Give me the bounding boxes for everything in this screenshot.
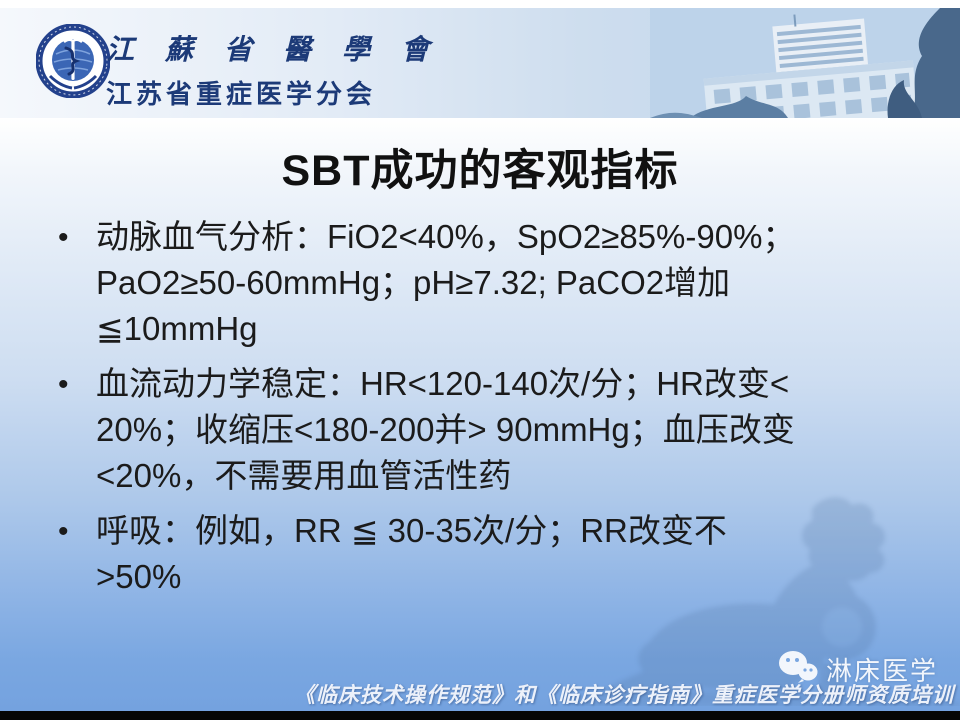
footer-caption: 《临床技术操作规范》和《临床诊疗指南》重症医学分册师资质培训 <box>294 683 954 707</box>
bullet-text-line: ≦10mmHg <box>96 310 258 347</box>
bullet-text-line: 20%；收缩压<180-200并> 90mmHg；血压改变 <box>96 411 795 448</box>
bullet-text-line: 呼吸：例如，RR ≦ 30-35次/分；RR改变不 <box>96 512 727 549</box>
bottom-black-bar <box>0 711 960 720</box>
bullet-item-hemodynamics: • 血流动力学稳定：HR<120-140次/分；HR改变< 20%；收缩压<18… <box>56 361 920 499</box>
association-logo <box>35 23 111 103</box>
organization-names: 江 蘇 省 醫 學 會 江苏省重症医学分会 <box>106 28 441 111</box>
org-branch-name: 江苏省重症医学分会 <box>106 80 377 109</box>
hospital-building-photo <box>650 8 960 118</box>
org-name-calligraphy: 江 蘇 省 醫 學 會 <box>106 35 442 66</box>
bullet-marker: • <box>58 515 69 548</box>
bullet-item-blood-gas: • 动脉血气分析：FiO2<40%，SpO2≥85%-90%； PaO2≥50-… <box>56 214 920 352</box>
bullet-text-line: PaO2≥50-60mmHg；pH≥7.32; PaCO2增加 <box>96 264 731 301</box>
bullet-marker: • <box>58 368 69 401</box>
bullet-marker: • <box>58 221 69 254</box>
bullet-text-line: >50% <box>96 558 182 595</box>
wechat-icon <box>778 649 818 690</box>
top-white-strip <box>0 0 960 8</box>
bullet-item-respiration: • 呼吸：例如，RR ≦ 30-35次/分；RR改变不 >50% <box>56 508 920 600</box>
bullet-list: • 动脉血气分析：FiO2<40%，SpO2≥85%-90%； PaO2≥50-… <box>56 214 920 609</box>
lion-statue-watermark <box>560 491 960 711</box>
header-banner: 江 蘇 省 醫 學 會 江苏省重症医学分会 <box>0 8 960 118</box>
wechat-account-badge: 淋床医学 <box>778 649 938 690</box>
slide-title: SBT成功的客观指标 <box>281 147 679 195</box>
bullet-text-line: 血流动力学稳定：HR<120-140次/分；HR改变< <box>96 365 790 402</box>
bullet-text-line: 动脉血气分析：FiO2<40%，SpO2≥85%-90%； <box>96 218 796 255</box>
wechat-account-name: 淋床医学 <box>825 656 938 686</box>
bullet-text-line: <20%，不需要用血管活性药 <box>96 457 512 494</box>
